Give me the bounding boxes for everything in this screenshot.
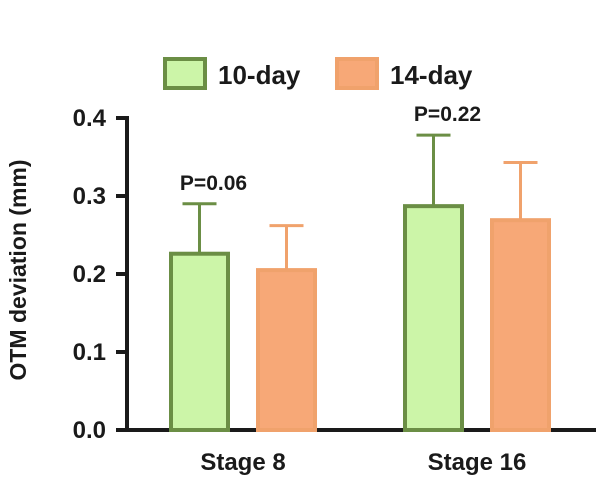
y-tick-label: 0.3 xyxy=(73,183,106,210)
annotations: P=0.06 P=0.22 xyxy=(180,103,481,195)
x-category-label: Stage 8 xyxy=(200,449,285,476)
legend-label-14-day: 14-day xyxy=(390,60,473,90)
x-category-label: Stage 16 xyxy=(428,449,527,476)
bar-14-day-stage-8 xyxy=(256,268,317,432)
bar-10-day-stage-16 xyxy=(403,204,464,432)
legend-swatch-10-day xyxy=(163,57,207,90)
y-tick-label: 0.0 xyxy=(73,417,106,444)
legend-label-10-day: 10-day xyxy=(218,60,301,90)
legend-swatch-14-day xyxy=(335,57,379,90)
y-tick-label: 0.1 xyxy=(73,339,106,366)
y-tick-label: 0.4 xyxy=(73,105,107,132)
p-value-label: P=0.06 xyxy=(180,172,247,195)
y-tick-label: 0.2 xyxy=(73,261,106,288)
y-axis-title: OTM deviation (mm) xyxy=(5,159,31,380)
p-value-label: P=0.22 xyxy=(414,103,481,126)
y-ticks: 0.0 0.1 0.2 0.3 0.4 xyxy=(73,105,127,444)
category-labels: Stage 8 Stage 16 xyxy=(200,449,526,476)
bar-14-day-stage-16 xyxy=(490,218,551,432)
bars xyxy=(169,204,551,432)
error-bars xyxy=(182,133,538,271)
bar-10-day-stage-8 xyxy=(169,251,230,432)
legend: 10-day 14-day xyxy=(163,57,473,90)
